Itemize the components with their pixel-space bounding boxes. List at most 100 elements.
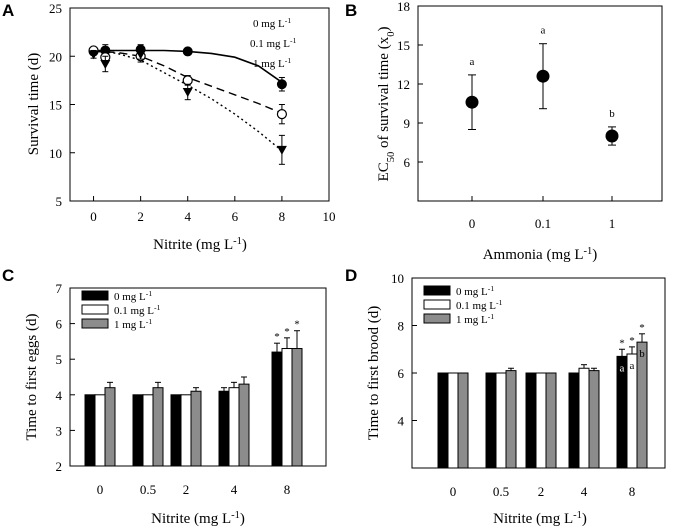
panel-b-letter: B (345, 1, 357, 20)
panel-d-legend-label: 1 mg L-1 (456, 312, 494, 327)
panel-c-y-tick-label: 4 (56, 388, 63, 403)
panel-c-significance-asterisk: * (294, 319, 300, 331)
panel-d-significance-letter: a (620, 362, 625, 374)
panel-a-y-tick-label: 20 (49, 49, 62, 64)
panel-b-y-tick-label: 18 (397, 0, 410, 14)
panel-c-legend-label: 0.1 mg L-1 (114, 303, 161, 318)
panel-c-significance-asterisk: * (274, 331, 280, 343)
panel-d-x-tick-label: 4 (581, 484, 588, 499)
panel-a-point (88, 50, 99, 60)
panel-d-significance-asterisk: * (629, 335, 635, 347)
panel-b-plot-frame (417, 5, 663, 202)
panel-c-bar (228, 387, 240, 467)
panel-a-point (182, 75, 193, 86)
panel-a-x-tick-label: 4 (184, 209, 191, 224)
panel-c-bar (180, 394, 192, 467)
panel-a-point (276, 79, 287, 90)
panel-b-significance-letter: a (470, 56, 475, 68)
panel-c-x-tick-label: 8 (284, 482, 291, 497)
panel-a-point (276, 145, 287, 155)
panel-c-y-tick-label: 2 (56, 459, 63, 474)
panel-b-point (605, 129, 619, 143)
panel-a-letter: A (2, 1, 14, 20)
panel-a-point (100, 59, 111, 69)
panel-d-y-tick-label: 10 (391, 271, 404, 286)
panel-b-y-tick-label: 15 (397, 38, 410, 53)
panel-c-bar (281, 348, 293, 467)
panel-d-significance-letter: b (639, 348, 645, 360)
panel-b-x-tick-label: 0 (469, 216, 476, 231)
panel-a-x-axis-title: Nitrite (mg L-1) (153, 236, 247, 254)
panel-d-bar (495, 372, 507, 469)
panel-d: D Nitrite (mg L-1) Time to first brood (… (345, 266, 666, 528)
panel-c-letter: C (2, 266, 14, 285)
panel-a-y-tick-label: 25 (49, 1, 62, 16)
panel-a-legend-label-2: 1 mg L-1 (253, 56, 291, 71)
panel-d-bar (578, 367, 590, 469)
panel-d-legend-swatch (423, 285, 451, 296)
panel-b-y-tick-label: 9 (404, 116, 411, 131)
panel-a-x-tick-label: 2 (137, 209, 144, 224)
panel-a-legend-label-1: 0.1 mg L-1 (250, 36, 297, 51)
panel-d-bar (545, 372, 557, 469)
panel-c-y-tick-label: 7 (56, 281, 63, 296)
panel-c: C Nitrite (mg L-1) Time to first eggs (d… (2, 266, 327, 528)
panel-b: B Ammonia (mg L-1) EC50 of survival time… (345, 0, 663, 264)
panel-c-bar (271, 351, 283, 467)
panel-c-y-tick-label: 6 (56, 317, 63, 332)
panel-c-x-tick-label: 4 (231, 482, 238, 497)
panel-c-legend-label: 1 mg L-1 (114, 317, 152, 332)
panel-c-bar (190, 390, 202, 467)
panel-a-x-tick-label: 8 (279, 209, 286, 224)
panel-c-y-axis-title: Time to first eggs (d) (24, 314, 40, 441)
panel-a-point (276, 109, 288, 120)
panel-c-bar (94, 394, 106, 467)
panel-d-y-tick-label: 6 (398, 366, 405, 381)
panel-a-legend-label-0: 0 mg L-1 (253, 16, 291, 31)
panel-b-x-axis-title: Ammonia (mg L-1) (483, 246, 598, 264)
panel-d-bar (636, 341, 648, 469)
panel-d-bar (485, 372, 497, 469)
panel-a-x-tick-label: 10 (323, 209, 336, 224)
panel-a-y-tick-label: 10 (49, 146, 62, 161)
panel-c-x-axis-title: Nitrite (mg L-1) (151, 510, 245, 528)
panel-a-legend: 0 mg L-1 0.1 mg L-1 1 mg L-1 (250, 16, 297, 71)
panel-d-legend-swatch (423, 313, 451, 324)
panel-d-x-tick-label: 8 (629, 484, 636, 499)
panel-b-point (536, 69, 550, 83)
panel-a-x-tick-label: 6 (232, 209, 239, 224)
panel-d-x-axis-title: Nitrite (mg L-1) (493, 510, 587, 528)
panel-a-fit-line-1 (93, 50, 283, 114)
panel-d-legend-label: 0 mg L-1 (456, 284, 494, 299)
panel-d-x-tick-label: 2 (538, 484, 545, 499)
panel-d-significance-letter: a (630, 360, 635, 372)
panel-a-point (182, 87, 193, 97)
panel-c-bar (170, 394, 182, 467)
panel-b-y-tick-label: 6 (404, 155, 411, 170)
panel-d-y-tick-label: 4 (398, 414, 405, 429)
panel-a-point (182, 46, 193, 57)
panel-d-legend-swatch (423, 299, 451, 310)
panel-d-bar (447, 372, 459, 469)
panel-c-x-tick-label: 0 (97, 482, 104, 497)
panel-c-y-tick-label: 3 (56, 423, 63, 438)
panel-a: A Nitrite (mg L-1) Survival time (d) 0 m… (2, 1, 336, 253)
panel-a-point (135, 50, 146, 60)
panel-d-x-tick-label: 0.5 (493, 484, 509, 499)
panel-c-bar (291, 348, 303, 467)
panel-c-legend-swatch (81, 290, 109, 301)
panel-b-x-tick-label: 1 (609, 216, 616, 231)
panel-d-significance-asterisk: * (619, 337, 625, 349)
panel-c-bar (238, 383, 250, 467)
panel-c-bar (152, 387, 164, 467)
panel-b-significance-letter: b (609, 108, 615, 120)
panel-d-letter: D (345, 266, 357, 285)
panel-c-y-tick-label: 5 (56, 352, 63, 367)
panel-c-x-tick-label: 0.5 (140, 482, 156, 497)
panel-d-x-tick-label: 0 (450, 484, 457, 499)
panel-d-legend-label: 0.1 mg L-1 (456, 298, 503, 313)
panel-a-y-tick-label: 5 (56, 194, 63, 209)
panel-d-bar (535, 372, 547, 469)
panel-b-y-axis-title: EC50 of survival time (x0) (376, 27, 397, 182)
